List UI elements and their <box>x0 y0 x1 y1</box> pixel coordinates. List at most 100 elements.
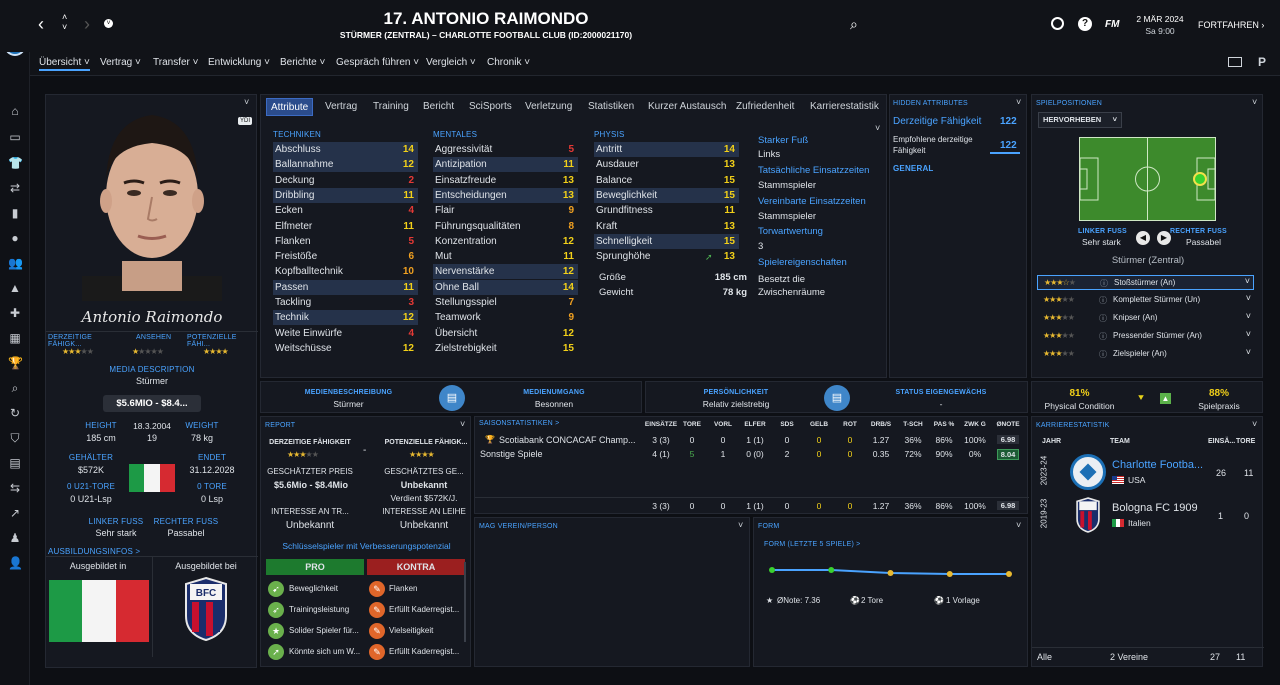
squad-icon[interactable]: 👕 <box>8 156 23 170</box>
attribute-row[interactable]: Mut 11 <box>433 249 578 264</box>
form-point[interactable] <box>769 567 775 573</box>
stats-header[interactable]: PAS % <box>933 421 955 428</box>
stats-header[interactable]: ZWK G <box>964 421 986 428</box>
chevron-down-icon[interactable]: ˅ <box>738 520 744 530</box>
menu-history[interactable]: Chronik ˅ <box>487 57 531 68</box>
role-row[interactable]: ★★★★★ ⓘ Pressender Stürmer (An) ˅ <box>1037 329 1254 344</box>
attribute-row[interactable]: Abschluss 14 <box>273 142 418 157</box>
fm-logo[interactable]: FM <box>1105 19 1120 30</box>
form-point[interactable] <box>828 567 835 573</box>
screen-icon[interactable] <box>1228 57 1242 67</box>
trophy-icon[interactable]: 🏆 <box>8 356 23 370</box>
stats-header[interactable]: T-SCH <box>903 421 923 428</box>
tab-contract[interactable]: Vertrag <box>321 98 361 116</box>
attribute-row[interactable]: Aggressivität 5 <box>433 142 578 157</box>
attribute-row[interactable]: Weite Einwürfe 4 <box>273 326 418 341</box>
chevron-down-icon[interactable]: ˅ <box>1245 293 1251 303</box>
attribute-row[interactable]: Schnelligkeit 15 <box>594 233 739 249</box>
attribute-row[interactable]: Freistöße 6 <box>273 249 418 264</box>
scrollbar[interactable] <box>464 562 466 642</box>
chevron-down-icon[interactable]: ˅ <box>875 123 881 133</box>
stats-header[interactable]: TORE <box>683 421 701 428</box>
table-row[interactable]: 2019-23 Bologna FC 1909 Italien 1 0 <box>1032 494 1264 536</box>
attribute-row[interactable]: Übersicht 12 <box>433 326 578 341</box>
medical-icon[interactable]: ✚ <box>9 306 21 320</box>
continue-button[interactable]: FORTFAHREN › <box>1198 16 1278 34</box>
stats-header[interactable]: SDS <box>780 421 794 428</box>
dropdown-icon[interactable]: ˅ <box>104 19 113 28</box>
chevron-down-icon[interactable]: ˅ <box>1016 520 1022 530</box>
form-point[interactable] <box>1006 571 1012 577</box>
tab-attributes[interactable]: Attribute <box>266 98 314 116</box>
stats-header[interactable]: DRB/S <box>870 421 892 428</box>
menu-overview[interactable]: Übersicht ˅ <box>39 57 90 71</box>
chevron-down-icon[interactable]: ˅ <box>1245 329 1251 339</box>
chevron-down-icon[interactable]: ˅ <box>1245 311 1251 321</box>
forward-icon[interactable]: › <box>84 14 90 34</box>
attribute-row[interactable]: Beweglichkeit 15 <box>594 187 739 203</box>
attribute-row[interactable]: Teamwork 9 <box>433 310 578 325</box>
attribute-row[interactable]: Weitschüsse 12 <box>273 341 418 356</box>
attribute-row[interactable]: Entscheidungen 13 <box>433 187 578 203</box>
transfers-icon[interactable]: ↻ <box>9 406 21 420</box>
stats-header[interactable]: VORL <box>713 421 733 428</box>
role-row[interactable]: ★★★★★ ⓘ Kompletter Stürmer (Un) ˅ <box>1037 293 1254 308</box>
table-row[interactable]: 🏆 Scotiabank CONCACAF Champ... 3 (3) 0 0 1 (1… <box>475 434 1029 448</box>
table-row[interactable]: 2023-24 Charlotte Footba... USA 26 11 <box>1032 451 1264 493</box>
attribute-row[interactable]: Antritt 14 <box>594 142 739 157</box>
match-icon[interactable]: ● <box>11 231 19 245</box>
tab-report[interactable]: Bericht <box>419 98 458 116</box>
attribute-row[interactable]: Grundfitness 11 <box>594 203 739 218</box>
chevron-down-icon[interactable]: ˅ <box>1252 97 1258 107</box>
board-icon[interactable]: ♟ <box>9 531 21 545</box>
career-team[interactable]: Bologna FC 1909 <box>1112 502 1198 514</box>
back-icon[interactable]: ‹ <box>38 14 44 34</box>
tab-training[interactable]: Training <box>369 98 413 116</box>
attribute-row[interactable]: Ohne Ball 14 <box>433 279 578 295</box>
menu-talk[interactable]: Gespräch führen ˅ <box>336 57 420 68</box>
role-row[interactable]: ★★★☆★ ⓘ Stoßstürmer (An) ˅ <box>1037 275 1254 290</box>
training-icon[interactable]: ▮ <box>11 206 19 220</box>
menu-development[interactable]: Entwicklung ˅ <box>208 57 270 68</box>
tab-stats[interactable]: Statistiken <box>584 98 638 116</box>
stats-header[interactable]: ROT <box>843 421 857 428</box>
attribute-row[interactable]: Kraft 13 <box>594 219 739 234</box>
competition-name[interactable]: Scotiabank CONCACAF Champ... <box>499 435 636 445</box>
chevron-down-icon[interactable]: ˅ <box>1244 276 1250 286</box>
calendar-icon[interactable]: ▦ <box>9 331 21 345</box>
attribute-row[interactable]: Passen 11 <box>273 279 418 295</box>
sort-icon[interactable]: ˄ ˅ <box>62 12 68 32</box>
chevron-down-icon[interactable]: ˅ <box>460 419 466 429</box>
info-icon[interactable]: ⓘ <box>1099 296 1107 305</box>
info-icon[interactable]: ⓘ <box>1099 350 1107 359</box>
season-stats-header[interactable]: SAISONSTATISTIKEN > <box>479 420 560 427</box>
attribute-row[interactable]: Sprunghöhe 13 <box>594 249 739 264</box>
attribute-row[interactable]: Ausdauer 13 <box>594 157 739 172</box>
chevron-down-icon[interactable]: ˅ <box>1252 419 1258 429</box>
attribute-row[interactable]: Nervenstärke 12 <box>433 264 578 280</box>
stats-header[interactable]: ELFER <box>744 421 766 428</box>
chevron-down-icon[interactable]: ˅ <box>244 97 250 107</box>
attribute-row[interactable]: Tackling 3 <box>273 295 418 310</box>
club-icon[interactable]: ⛉ <box>10 431 20 445</box>
search-icon[interactable]: ⌕ <box>850 16 858 32</box>
attribute-row[interactable]: Balance 15 <box>594 173 739 188</box>
form-point[interactable] <box>887 570 894 576</box>
ball-icon[interactable] <box>1051 17 1064 30</box>
stats-header[interactable]: GELB <box>809 421 829 428</box>
chevron-down-icon[interactable]: ˅ <box>1016 97 1022 107</box>
stats-header[interactable]: ØNOTE <box>996 421 1020 428</box>
attribute-row[interactable]: Stellungsspiel 7 <box>433 295 578 310</box>
attribute-row[interactable]: Antizipation 11 <box>433 157 578 173</box>
info-icon[interactable]: ⓘ <box>1099 314 1107 323</box>
attribute-row[interactable]: Flair 9 <box>433 203 578 218</box>
home-icon[interactable]: ⌂ <box>11 104 19 118</box>
role-row[interactable]: ★★★★★ ⓘ Zielspieler (An) ˅ <box>1037 347 1254 362</box>
attribute-row[interactable]: Elfmeter 11 <box>273 219 418 234</box>
menu-reports[interactable]: Berichte ˅ <box>280 57 326 68</box>
role-row[interactable]: ★★★★★ ⓘ Knipser (An) ˅ <box>1037 311 1254 326</box>
attribute-row[interactable]: Einsatzfreude 13 <box>433 173 578 188</box>
tab-injury[interactable]: Verletzung <box>521 98 576 116</box>
menu-transfer[interactable]: Transfer ˅ <box>153 57 199 68</box>
help-icon[interactable]: ? <box>1078 17 1092 31</box>
